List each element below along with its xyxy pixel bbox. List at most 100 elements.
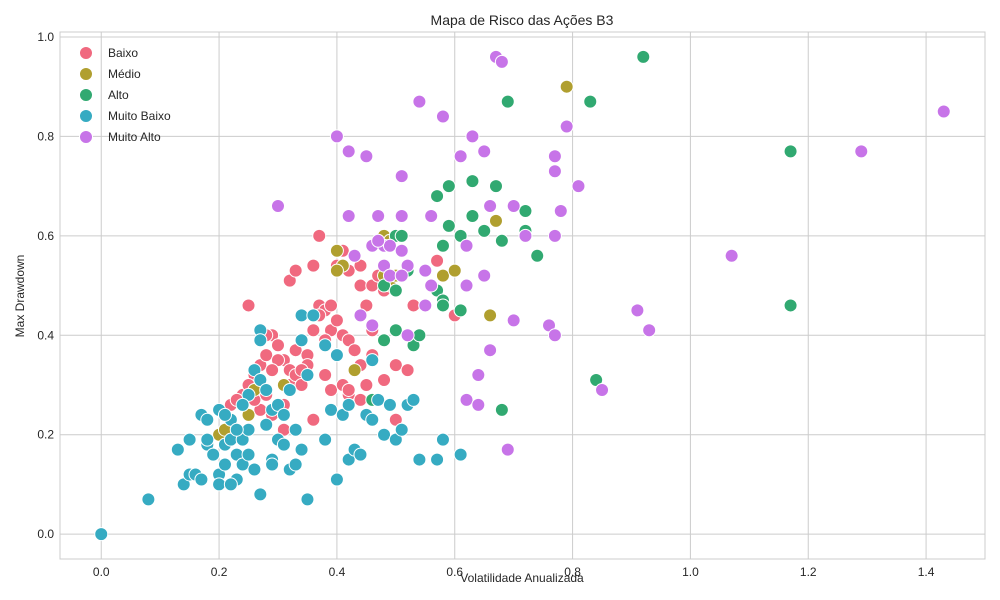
data-point (294, 308, 309, 323)
data-point (329, 129, 344, 144)
data-point (318, 338, 333, 353)
data-point (247, 462, 262, 477)
data-point (341, 397, 356, 412)
data-point (265, 457, 280, 472)
y-axis-label: Max Drawdown (13, 255, 27, 338)
data-point (353, 392, 368, 407)
data-point (324, 402, 339, 417)
data-point (365, 412, 380, 427)
data-point (365, 318, 380, 333)
legend-label: Muito Baixo (108, 109, 171, 123)
data-point (194, 472, 209, 487)
data-point (347, 248, 362, 263)
data-point (518, 203, 533, 218)
data-point (547, 328, 562, 343)
data-point (259, 417, 274, 432)
data-point (642, 323, 657, 338)
data-point (430, 253, 445, 268)
data-point (547, 149, 562, 164)
legend-marker (79, 67, 93, 81)
data-point (229, 422, 244, 437)
data-point (459, 392, 474, 407)
data-point (206, 447, 221, 462)
data-point (435, 298, 450, 313)
data-point (483, 343, 498, 358)
data-point (400, 328, 415, 343)
data-point (318, 432, 333, 447)
data-point (329, 348, 344, 363)
data-point (783, 298, 798, 313)
data-point (724, 248, 739, 263)
data-point (394, 243, 409, 258)
data-point (359, 149, 374, 164)
data-point (294, 333, 309, 348)
data-point (547, 164, 562, 179)
data-point (341, 382, 356, 397)
legend-marker (79, 88, 93, 102)
data-point (595, 382, 610, 397)
plot-frame (59, 31, 986, 560)
data-point (447, 263, 462, 278)
data-point (347, 343, 362, 358)
data-point (483, 308, 498, 323)
legend-marker (79, 130, 93, 144)
data-point (418, 263, 433, 278)
data-point (435, 109, 450, 124)
data-point (465, 208, 480, 223)
data-point (435, 268, 450, 283)
legend: Baixo Médio Alto Muito Baixo Muito Alto (79, 46, 171, 144)
data-point (270, 199, 285, 214)
data-point (241, 298, 256, 313)
data-point (329, 472, 344, 487)
data-point (424, 208, 439, 223)
data-point (365, 353, 380, 368)
data-point (412, 328, 427, 343)
data-point (353, 447, 368, 462)
data-point (471, 397, 486, 412)
data-point (488, 179, 503, 194)
data-point (430, 189, 445, 204)
data-point (394, 422, 409, 437)
data-point (559, 79, 574, 94)
x-tick-label: 0.8 (564, 565, 581, 579)
x-tick-label: 1.0 (682, 565, 699, 579)
data-point (141, 492, 156, 507)
data-point (288, 457, 303, 472)
y-tick-label: 0.4 (37, 328, 54, 342)
data-point (241, 447, 256, 462)
data-point (382, 397, 397, 412)
series-group (94, 308, 468, 542)
data-point (241, 422, 256, 437)
data-point (518, 228, 533, 243)
legend-label: Médio (108, 67, 141, 81)
data-point (630, 303, 645, 318)
data-point (483, 199, 498, 214)
data-point (412, 452, 427, 467)
data-point (294, 442, 309, 457)
data-point (359, 377, 374, 392)
data-point (217, 407, 232, 422)
x-tick-label: 0.6 (446, 565, 463, 579)
data-point (170, 442, 185, 457)
data-point (371, 233, 386, 248)
data-point (559, 119, 574, 134)
data-point (276, 407, 291, 422)
data-point (394, 228, 409, 243)
data-point (353, 308, 368, 323)
data-point (353, 278, 368, 293)
data-point (306, 323, 321, 338)
data-point (477, 144, 492, 159)
data-point (382, 268, 397, 283)
data-point (306, 308, 321, 323)
data-point (341, 208, 356, 223)
data-point (253, 333, 268, 348)
data-point (388, 323, 403, 338)
legend-label: Baixo (108, 46, 138, 60)
legend-label: Muito Alto (108, 130, 161, 144)
data-point (394, 169, 409, 184)
data-point (182, 432, 197, 447)
data-point (377, 427, 392, 442)
data-point (459, 238, 474, 253)
data-point (394, 268, 409, 283)
